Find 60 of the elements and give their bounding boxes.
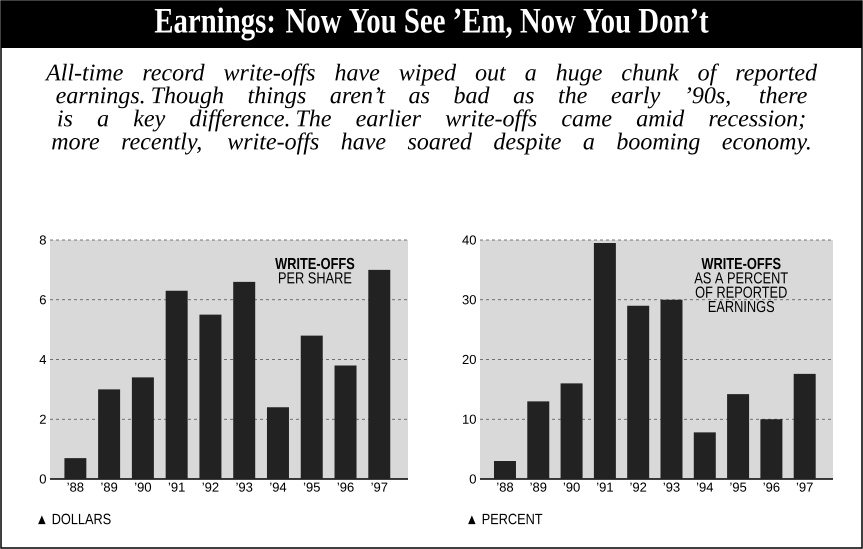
bar: [494, 461, 516, 479]
annotation: AS A PERCENT: [694, 272, 788, 284]
bar: [266, 407, 289, 479]
annotation: OF REPORTED: [696, 286, 787, 298]
x-tick-label: ’90: [135, 482, 152, 492]
x-tick-label: ’93: [664, 482, 680, 492]
y-tick-label: 10: [462, 414, 476, 424]
text: ▲ DOLLARS: [38, 514, 111, 524]
bar: [727, 394, 750, 479]
bar: [334, 365, 357, 479]
x-tick-label: ’88: [497, 482, 514, 492]
x-tick-label: ’89: [530, 482, 546, 492]
y-tick-label: 8: [40, 235, 46, 245]
bar: [627, 306, 650, 479]
bar: [660, 300, 682, 479]
x-tick-label: ’96: [764, 482, 780, 492]
x-tick-label: ’91: [597, 482, 613, 492]
y-tick-label: 2: [40, 414, 46, 424]
text: ▲ PERCENT: [468, 514, 542, 524]
bar: [794, 374, 816, 479]
bar: [300, 336, 323, 479]
bar: [527, 401, 550, 479]
x-tick-label: ’92: [202, 482, 218, 492]
annotation: EARNINGS: [708, 300, 774, 312]
x-tick-label: ’96: [338, 482, 354, 492]
annotation: WRITE-OFFS: [275, 258, 354, 270]
x-tick-label: ’94: [696, 482, 714, 492]
x-tick-label: ’94: [270, 482, 286, 492]
chart-subtitle: All-time record write-offs have wiped out a huge chunk of reported earnings. Though things aren’t as bad as the early ’90s, there is a key difference. The earlier write-offs came amid recession; more recently, write-offs have soared despite a booming economy.: [44, 64, 818, 155]
x-tick-label: ’93: [236, 482, 252, 492]
y-tick-label: 20: [462, 354, 476, 364]
x-tick-label: ’92: [630, 482, 646, 492]
y-tick-label: 40: [462, 235, 476, 245]
bar: [560, 383, 583, 479]
x-tick-label: ’95: [304, 482, 320, 492]
y-tick-label: 0: [470, 474, 476, 484]
x-tick-label: ’97: [371, 482, 388, 492]
annotation: WRITE-OFFS: [701, 258, 781, 270]
y-tick-label: 0: [40, 474, 46, 484]
bar: [368, 270, 390, 479]
x-tick-label: ’91: [168, 482, 185, 492]
bar: [64, 458, 86, 479]
annotation: PER SHARE: [278, 272, 352, 284]
y-tick-label: 6: [40, 295, 46, 304]
y-tick-label: 30: [462, 295, 476, 304]
bar: [760, 419, 782, 479]
x-tick-label: ’90: [564, 482, 580, 492]
x-tick-label: ’95: [730, 482, 746, 492]
bar: [132, 377, 154, 479]
y-tick-label: 4: [40, 355, 46, 364]
chart-title: Earnings: Now You See ’Em, Now You Don’t: [154, 8, 709, 40]
bar: [594, 242, 616, 479]
bar: [98, 389, 120, 479]
x-tick-label: ’89: [101, 482, 118, 492]
bar: [233, 282, 256, 479]
bar: [199, 314, 222, 479]
x-tick-label: ’97: [796, 482, 813, 492]
bar: [166, 290, 188, 479]
bar: [694, 432, 716, 479]
x-tick-label: ’88: [67, 482, 84, 492]
